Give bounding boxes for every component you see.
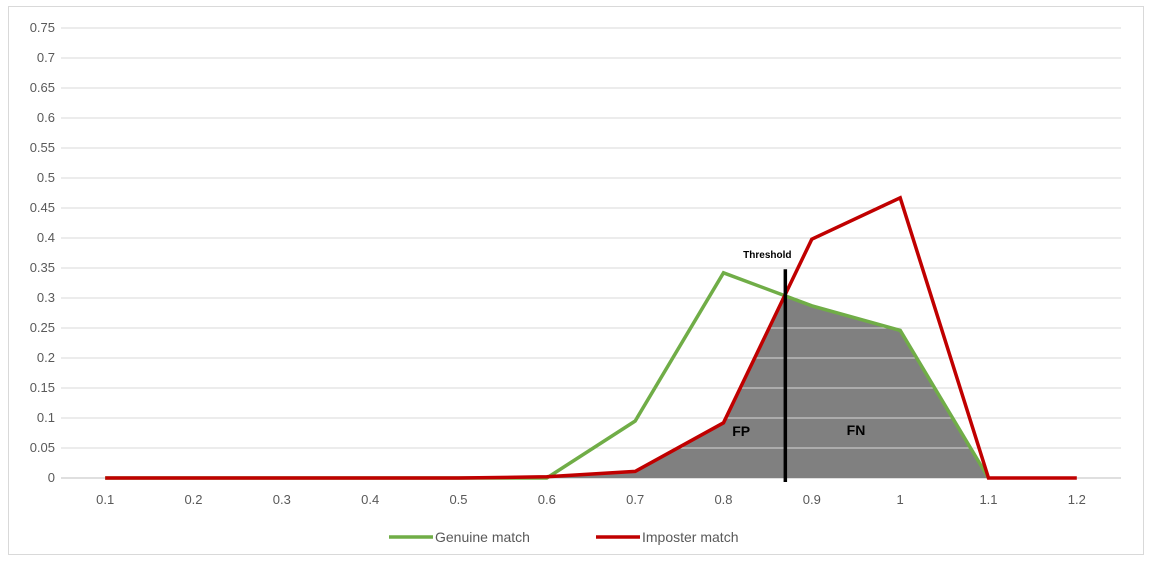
- legend-label-imposter: Imposter match: [642, 529, 738, 545]
- x-axis-ticks: 0.1 0.2 0.3 0.4 0.5 0.6 0.7 0.8 0.9 1 1.1 1.2: [96, 492, 1086, 507]
- y-tick-label: 0.45: [30, 200, 55, 215]
- chart-frame: Threshold FP FN 0 0.05 0.1 0.15 0.2 0.25 0.3 0.35…: [8, 6, 1144, 555]
- y-tick-label: 0: [48, 470, 55, 485]
- x-tick-label: 0.7: [626, 492, 644, 507]
- threshold-label: Threshold: [743, 250, 791, 261]
- legend-label-genuine: Genuine match: [435, 529, 530, 545]
- y-tick-label: 0.5: [37, 170, 55, 185]
- gridlines: [61, 27, 1121, 479]
- y-tick-label: 0.7: [37, 50, 55, 65]
- y-tick-label: 0.35: [30, 260, 55, 275]
- x-tick-label: 0.1: [96, 492, 114, 507]
- x-tick-label: 0.2: [184, 492, 202, 507]
- x-tick-label: 0.4: [361, 492, 379, 507]
- y-tick-label: 0.05: [30, 440, 55, 455]
- legend: Genuine match Imposter match: [389, 529, 738, 545]
- y-tick-label: 0.3: [37, 290, 55, 305]
- annotation-fp: FP: [732, 423, 750, 439]
- annotations: Threshold FP FN: [732, 250, 865, 482]
- y-tick-label: 0.15: [30, 380, 55, 395]
- x-tick-label: 0.3: [273, 492, 291, 507]
- y-tick-label: 0.2: [37, 350, 55, 365]
- y-tick-label: 0.55: [30, 140, 55, 155]
- y-tick-label: 0.6: [37, 110, 55, 125]
- x-tick-label: 1.2: [1068, 492, 1086, 507]
- y-tick-label: 0.25: [30, 320, 55, 335]
- annotation-fn: FN: [847, 422, 866, 438]
- x-tick-label: 0.6: [538, 492, 556, 507]
- overlap-shaded-area: [105, 295, 1077, 478]
- x-tick-label: 0.8: [714, 492, 732, 507]
- y-axis-ticks: 0 0.05 0.1 0.15 0.2 0.25 0.3 0.35 0.4 0.45 0.5 0.55…: [30, 20, 55, 485]
- series-lines: [105, 195, 1077, 480]
- y-tick-label: 0.65: [30, 80, 55, 95]
- y-tick-label: 0.75: [30, 20, 55, 35]
- x-tick-label: 1.1: [979, 492, 997, 507]
- x-tick-label: 1: [897, 492, 904, 507]
- x-tick-label: 0.9: [803, 492, 821, 507]
- y-tick-label: 0.1: [37, 410, 55, 425]
- line-chart: Threshold FP FN 0 0.05 0.1 0.15 0.2 0.25 0.3 0.35…: [30, 20, 1121, 545]
- y-tick-label: 0.4: [37, 230, 55, 245]
- series-line-imposter: [105, 195, 1077, 480]
- x-tick-label: 0.5: [449, 492, 467, 507]
